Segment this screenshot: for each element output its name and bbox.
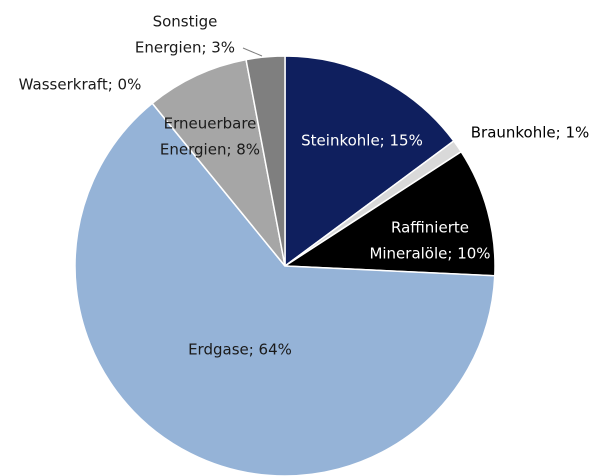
data-label: Mineralöle; 10%	[369, 245, 490, 263]
leader-line	[242, 47, 263, 57]
data-label: Steinkohle; 15%	[301, 132, 423, 150]
pie-slice	[151, 58, 286, 267]
pie-slice	[282, 150, 496, 277]
data-label: Erdgase; 64%	[188, 341, 292, 359]
data-label: Energien; 8%	[160, 141, 260, 159]
pie-slice	[74, 102, 496, 476]
data-label: Energien; 3%	[135, 39, 235, 57]
data-label: Sonstige	[153, 13, 218, 31]
pie-slice	[245, 55, 286, 267]
data-label: Braunkohle; 1%	[471, 124, 590, 142]
data-label: Wasserkraft; 0%	[19, 76, 142, 94]
data-label: Raffinierte	[391, 219, 469, 237]
pie-slice	[284, 55, 455, 268]
data-label: Erneuerbare	[164, 115, 257, 133]
